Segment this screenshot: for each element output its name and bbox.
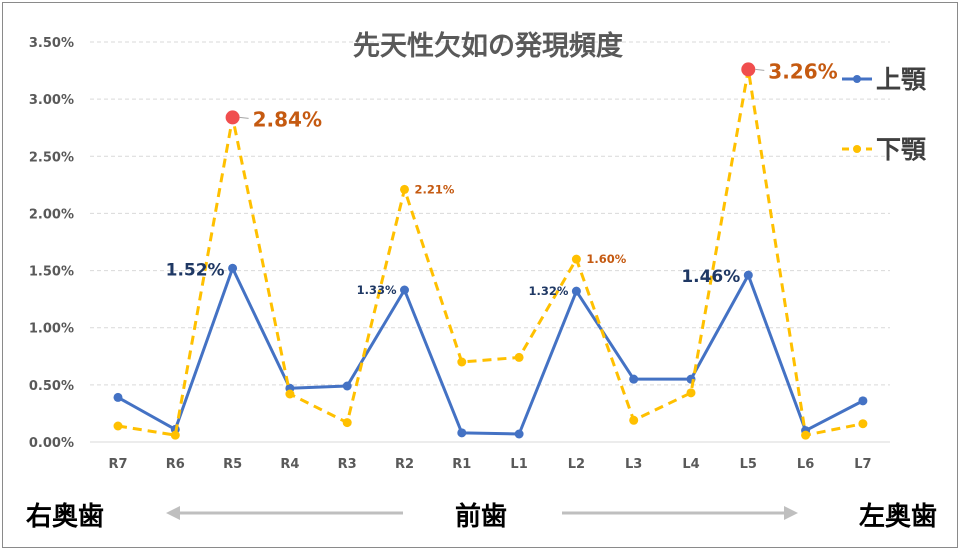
data-label: 2.21% (415, 182, 455, 196)
y-tick-label: 3.00% (29, 93, 74, 108)
leader-line (755, 68, 765, 71)
y-tick-label: 2.50% (29, 150, 74, 165)
y-tick-label: 1.50% (29, 265, 74, 280)
data-point-upper (342, 381, 352, 391)
data-point-lower (514, 352, 524, 362)
chart-title: 先天性欠如の発現頻度 (353, 30, 623, 62)
data-point-lower (571, 254, 581, 264)
data-point-lower (686, 388, 696, 398)
data-point-lower (457, 357, 467, 367)
data-point-upper (743, 270, 753, 280)
arrow-left-head (166, 506, 180, 520)
y-tick-label: 0.50% (29, 379, 74, 394)
data-label: 3.26% (768, 59, 837, 83)
data-label: 1.60% (586, 252, 626, 266)
data-point-upper (457, 428, 467, 438)
region-label-front-teeth: 前歯 (455, 501, 507, 532)
series-lines (113, 64, 868, 440)
x-tick-label: R1 (452, 457, 471, 472)
legend-item-upper: 上顎 (842, 65, 927, 94)
data-point-upper (858, 396, 868, 406)
x-tick-label: R7 (108, 457, 127, 472)
y-tick-label: 2.00% (29, 207, 74, 222)
x-tick-label: R6 (166, 457, 185, 472)
data-point-lower (801, 430, 811, 440)
series-line-upper (117, 266, 864, 436)
y-axis-ticks: 0.00% 0.50% 1.00% 1.50% 2.00% 2.50% 3.00% 3.50% (29, 36, 74, 451)
data-point-lower (285, 389, 295, 399)
region-label-right-molars: 右奥歯 (26, 501, 104, 532)
data-labels: 1.52% 1.33% 1.32% 1.46% 2.84% 2.21% 1.60% 3.26% (166, 59, 838, 298)
data-label: 1.52% (166, 260, 225, 280)
data-point-lower (629, 415, 639, 425)
data-point-upper (514, 429, 524, 439)
x-tick-label: L7 (854, 457, 871, 472)
y-tick-label: 1.00% (29, 322, 74, 337)
x-tick-label: L1 (510, 457, 527, 472)
y-tick-label: 3.50% (29, 36, 74, 51)
series-line-lower (117, 67, 864, 437)
data-point-upper (228, 263, 238, 273)
data-point-lower (113, 421, 123, 431)
legend: 上顎 下顎 (842, 65, 927, 164)
x-tick-label: L4 (682, 457, 699, 472)
x-tick-label: L3 (625, 457, 642, 472)
x-tick-label: R5 (223, 457, 242, 472)
legend-item-lower: 下顎 (842, 135, 927, 164)
data-point-lower (342, 418, 352, 428)
data-point-upper (400, 285, 409, 295)
arrow-right-head (784, 506, 798, 520)
data-label: 1.32% (528, 284, 568, 298)
data-point-upper (571, 286, 581, 296)
leader-line (239, 116, 249, 119)
x-tick-label: L5 (740, 457, 757, 472)
x-tick-label: R2 (395, 457, 414, 472)
data-point-lower (400, 184, 409, 194)
gridlines (90, 41, 890, 443)
data-label: 1.46% (681, 267, 740, 287)
data-point-upper (113, 392, 123, 402)
data-label: 2.84% (253, 107, 322, 131)
y-tick-label: 0.00% (29, 436, 74, 451)
x-tick-label: L2 (568, 457, 585, 472)
x-tick-label: R3 (338, 457, 357, 472)
data-label: 1.33% (357, 283, 397, 297)
region-labels: 右奥歯 前歯 左奥歯 (26, 501, 937, 532)
x-tick-label: L6 (797, 457, 814, 472)
data-point-upper (629, 374, 639, 384)
legend-label-upper: 上顎 (876, 65, 927, 94)
highlight-marker (741, 62, 756, 77)
x-tick-label: R4 (280, 457, 299, 472)
x-axis-ticks: R7 R6 R5 R4 R3 R2 R1 L1 L2 L3 L4 L5 L6 L7 (108, 457, 871, 472)
highlight-marker (225, 110, 240, 125)
data-point-lower (170, 430, 180, 440)
legend-label-lower: 下顎 (876, 135, 927, 164)
data-point-lower (858, 419, 868, 429)
region-label-left-molars: 左奥歯 (859, 501, 937, 532)
direction-arrows (166, 506, 798, 520)
